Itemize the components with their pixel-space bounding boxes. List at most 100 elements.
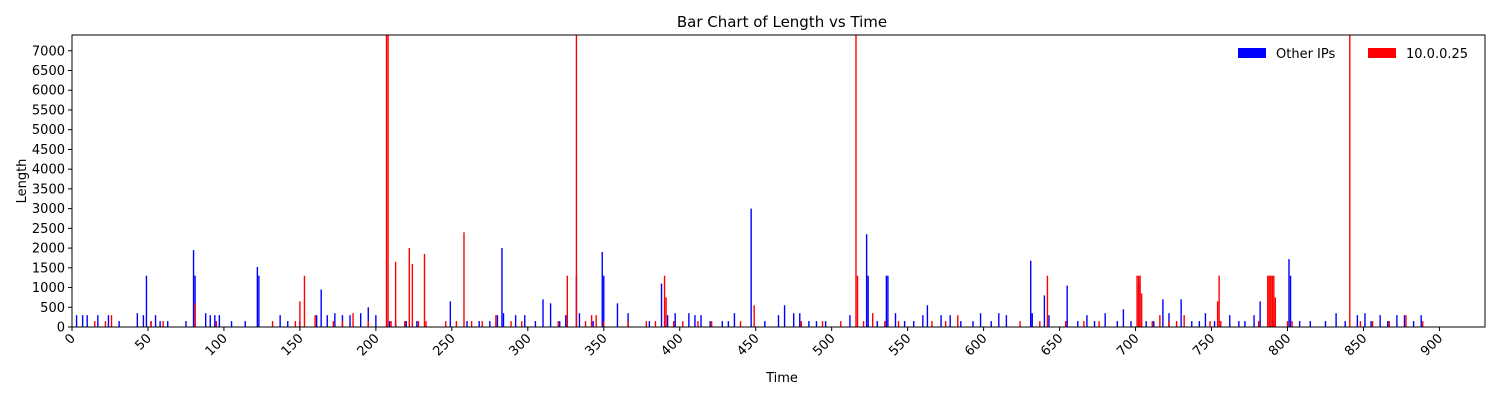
y-axis: 0 500 1000 1500 2000 2500 3000 3500 4000 4500 5000…: [32, 44, 72, 336]
y-tick-label: 0: [57, 321, 65, 336]
bar: [167, 321, 169, 327]
bar: [1216, 301, 1219, 327]
bar: [192, 250, 195, 327]
bar: [411, 263, 414, 327]
bar: [1388, 321, 1390, 327]
bar: [404, 321, 406, 327]
bar: [194, 303, 196, 327]
bar: [1364, 313, 1366, 327]
bar: [575, 35, 578, 327]
bar: [1213, 321, 1216, 327]
legend-swatch: [1368, 48, 1396, 58]
y-tick-label: 5000: [32, 123, 65, 138]
bar: [1356, 315, 1359, 327]
bar: [557, 321, 559, 327]
bar: [154, 315, 157, 327]
bar: [654, 321, 657, 327]
bar: [666, 315, 669, 327]
bar: [979, 313, 982, 327]
bar: [104, 321, 107, 327]
bar: [856, 275, 859, 327]
x-tick-label: 50: [132, 331, 154, 353]
bar: [957, 315, 959, 327]
bar: [349, 315, 351, 327]
y-tick-label: 2500: [32, 222, 65, 237]
bar: [1204, 313, 1207, 327]
bar: [777, 315, 780, 327]
x-tick-label: 400: [658, 331, 686, 359]
bar: [601, 252, 603, 327]
bar: [408, 248, 410, 327]
x-tick-label: 900: [1418, 331, 1446, 359]
bar: [1159, 315, 1161, 327]
x-tick-label: 450: [734, 331, 762, 359]
bar: [1083, 321, 1085, 327]
bar: [865, 234, 868, 327]
bar: [1387, 321, 1389, 327]
bar: [1218, 275, 1220, 327]
bar: [931, 321, 933, 327]
bar: [387, 35, 389, 327]
bar: [1168, 321, 1170, 327]
bar: [279, 315, 281, 327]
bar: [150, 321, 152, 327]
bar: [315, 315, 318, 327]
bar: [118, 321, 120, 327]
bar: [1268, 275, 1270, 327]
bar: [352, 313, 354, 327]
bar: [1077, 321, 1079, 327]
bar: [1162, 299, 1164, 327]
bar: [949, 315, 951, 327]
bar: [1198, 321, 1201, 327]
bar: [510, 321, 512, 327]
plot-frame: [71, 34, 1486, 328]
bar: [1183, 315, 1185, 327]
bar: [1191, 321, 1193, 327]
bar: [463, 232, 465, 327]
bar: [110, 315, 113, 327]
bar: [592, 321, 594, 327]
bar: [1335, 313, 1337, 327]
bar: [287, 321, 289, 327]
bar: [697, 321, 699, 327]
bar: [800, 321, 802, 327]
bar: [214, 315, 216, 327]
bar: [1086, 315, 1088, 327]
bar: [887, 275, 889, 327]
bar: [700, 315, 702, 327]
x-tick-label: 800: [1266, 331, 1294, 359]
bar: [107, 315, 110, 327]
bar: [162, 321, 164, 327]
bar: [495, 315, 497, 327]
bar: [375, 315, 377, 327]
bar: [1180, 299, 1182, 327]
bar: [1168, 313, 1170, 327]
x-tick-label: 250: [431, 331, 459, 359]
bar: [1030, 260, 1032, 327]
bar: [603, 275, 605, 327]
bar: [739, 321, 742, 327]
y-tick-label: 3500: [32, 182, 65, 197]
bar: [566, 275, 569, 327]
bar: [710, 321, 713, 327]
bar: [445, 321, 447, 327]
bar: [998, 313, 1000, 327]
bar: [750, 208, 752, 327]
y-tick-label: 7000: [32, 44, 65, 59]
bar: [385, 35, 388, 327]
bar: [549, 303, 552, 327]
bar: [1031, 313, 1033, 327]
y-tick-label: 4500: [32, 143, 65, 158]
x-tick-label: 150: [279, 331, 307, 359]
bar: [733, 313, 736, 327]
bar: [502, 313, 505, 327]
x-tick-label: 100: [203, 331, 231, 359]
bar: [1422, 321, 1424, 327]
bar: [1286, 321, 1289, 327]
bar: [1420, 315, 1422, 327]
series-other-ips: [75, 208, 1422, 327]
bar: [524, 315, 526, 327]
bar: [514, 315, 517, 327]
bar: [185, 321, 187, 327]
bar: [1151, 321, 1153, 327]
